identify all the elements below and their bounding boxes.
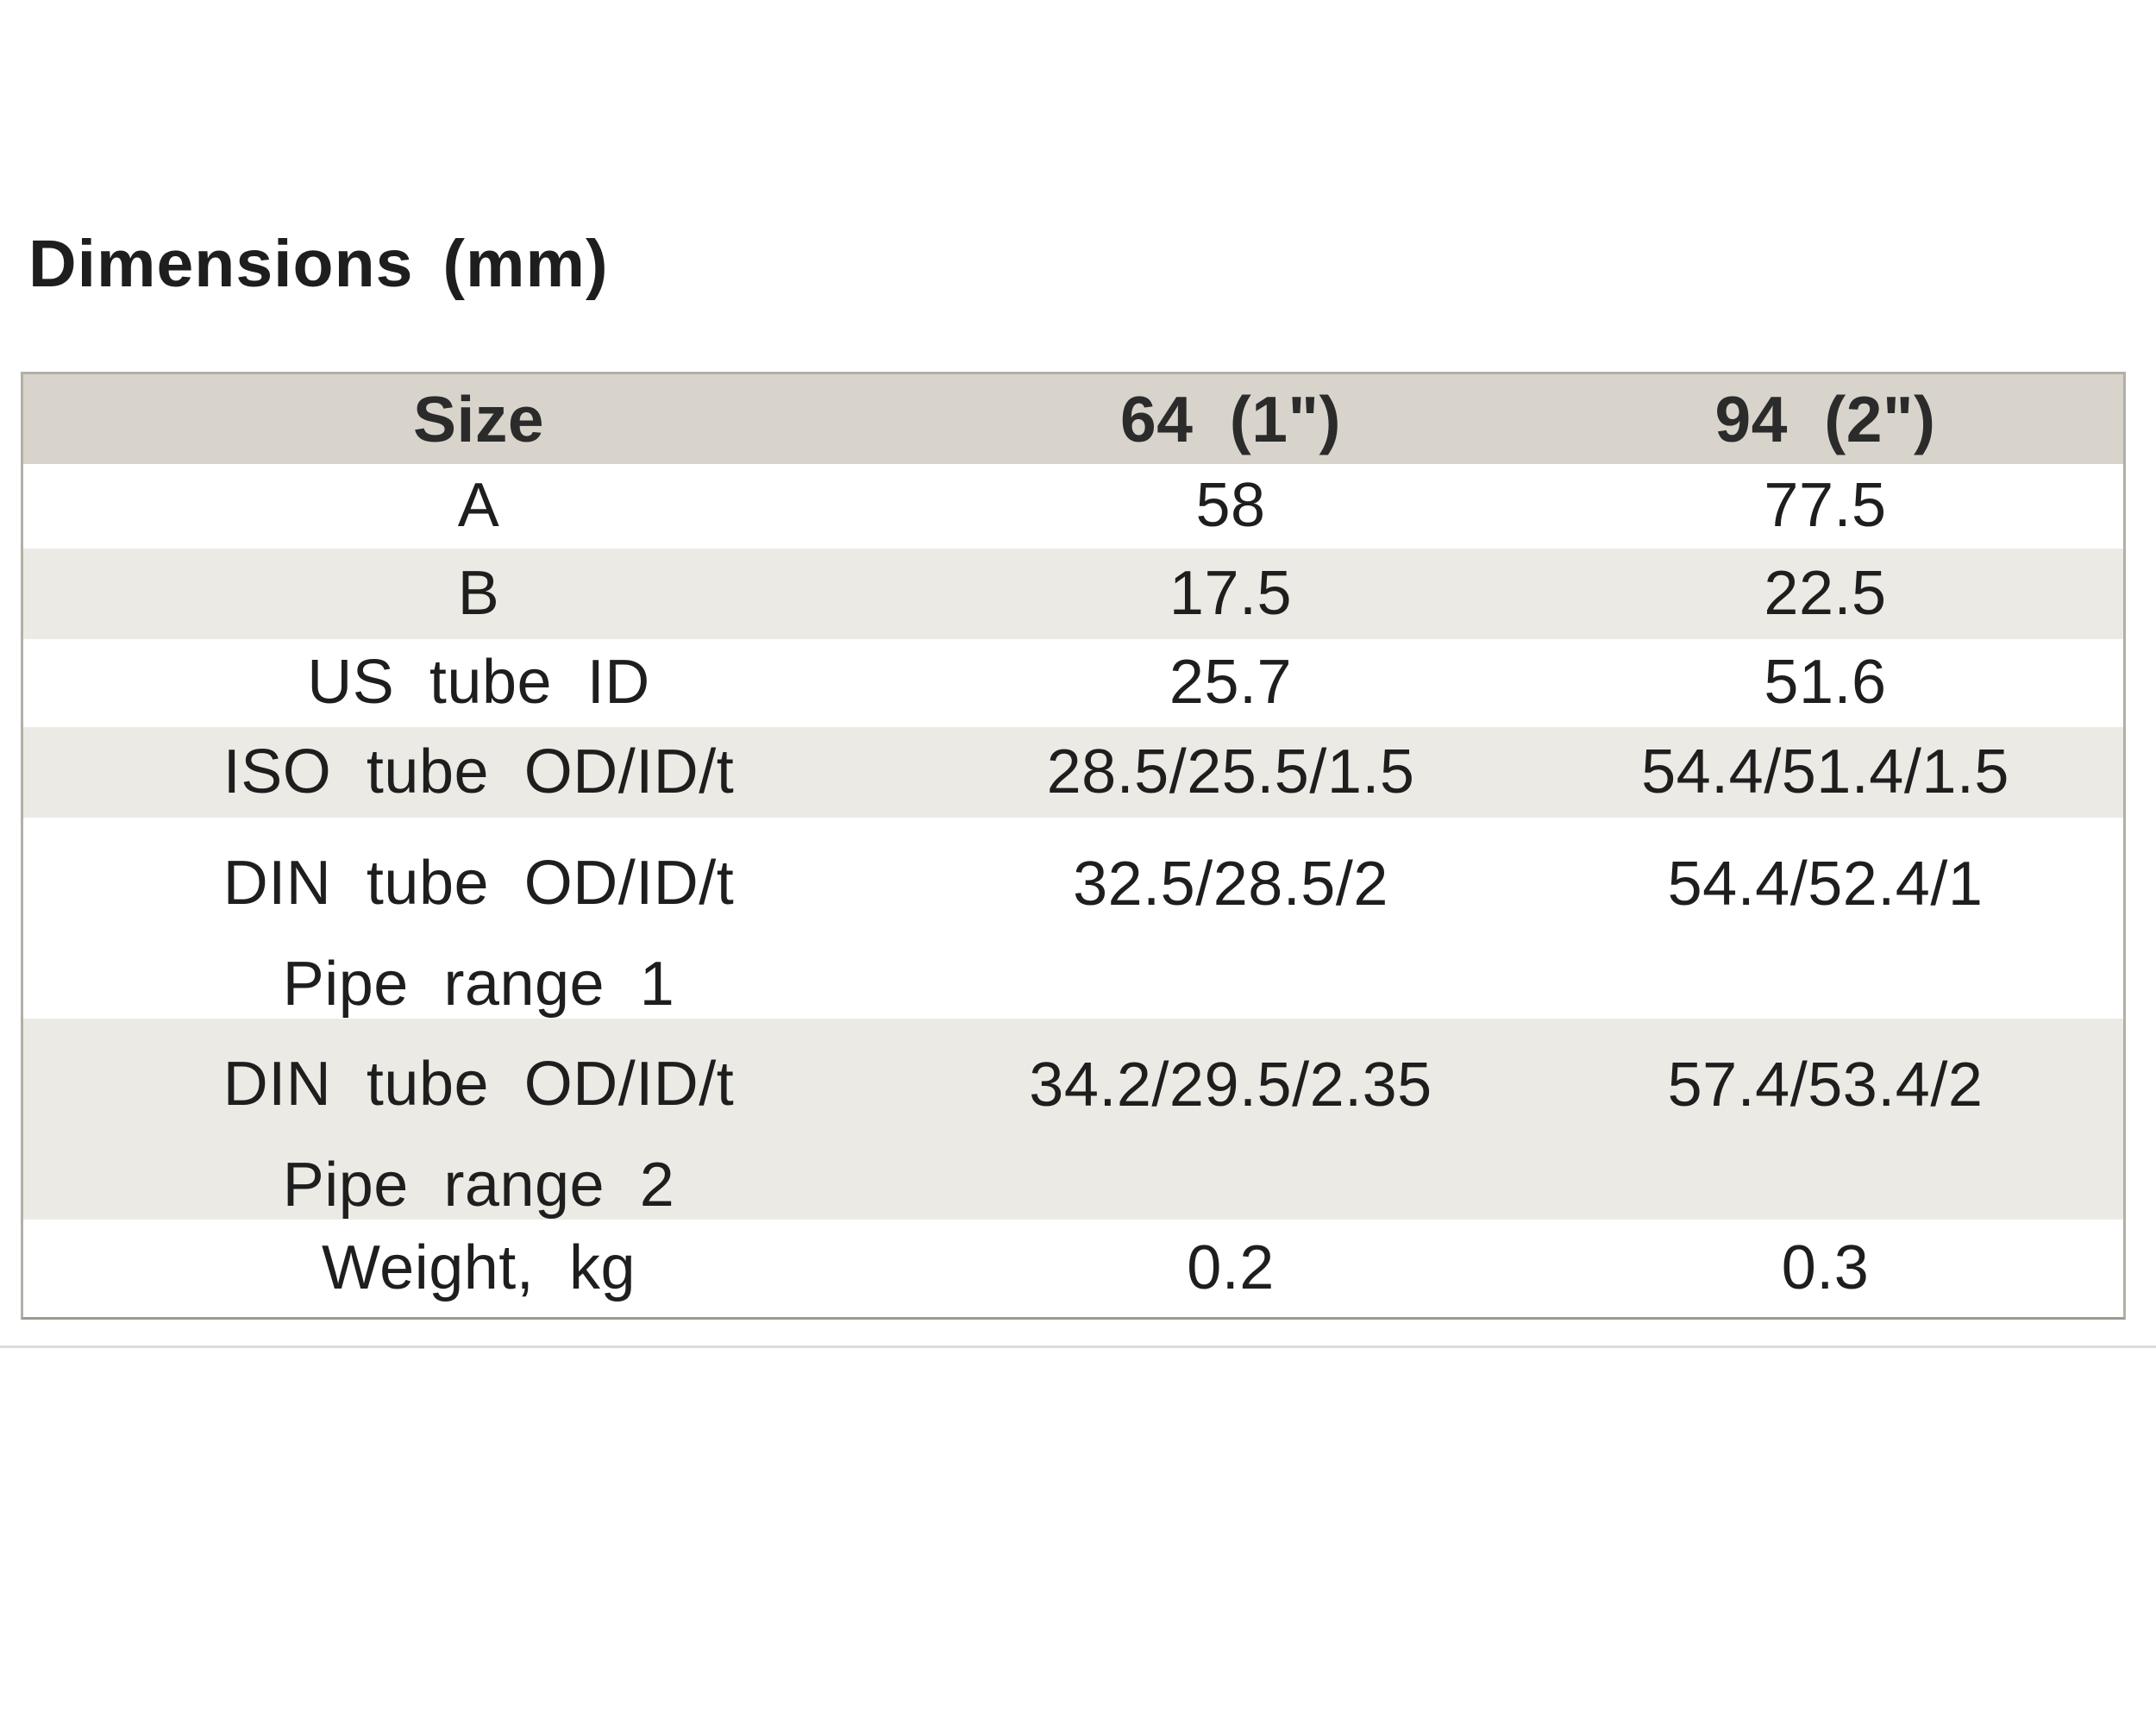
row-label-group: DIN tube OD/ID/t Pipe range 2 [23,1019,934,1220]
row-value-94: 54.4/51.4/1.5 [1641,737,2009,806]
table-row-din-tube-pipe-range-1: DIN tube OD/ID/t Pipe range 1 32.5/28.5/… [23,818,2123,1019]
column-header-size-94: 94 (2") [1714,382,1936,455]
row-value-64: 17.5 [1169,558,1293,628]
row-value-64: 0.2 [1187,1233,1275,1302]
row-label: Weight, kg [322,1233,636,1302]
row-label: US tube ID [307,648,650,718]
row-value-94: 22.5 [1764,558,1887,628]
row-sublabel: Pipe range 2 [282,1150,675,1220]
row-label: DIN tube OD/ID/t [222,1050,735,1120]
row-value-94: 57.4/53.4/2 [1667,1051,1984,1120]
row-sublabel: Pipe range 1 [282,949,675,1019]
row-value-64: 28.5/25.5/1.5 [1046,737,1415,806]
row-value-94: 0.3 [1781,1233,1870,1302]
page-title: Dimensions (mm) [28,227,609,301]
column-header-size-64: 64 (1") [1120,382,1341,455]
row-value-94: 51.6 [1764,648,1887,718]
table-header-row: Size 64 (1") 94 (2") [23,374,2123,464]
row-value-64: 58 [1195,471,1266,541]
row-value-64: 34.2/29.5/2.35 [1029,1051,1432,1120]
table-row-us-tube-id: US tube ID 25.7 51.6 [23,639,2123,727]
table-row-b: B 17.5 22.5 [23,549,2123,639]
row-value-94: 54.4/52.4/1 [1667,850,1984,919]
row-label: B [457,558,500,628]
table-row-weight: Weight, kg 0.2 0.3 [23,1220,2123,1317]
table-row-a: A 58 77.5 [23,464,2123,549]
row-label-group: DIN tube OD/ID/t Pipe range 1 [23,818,934,1019]
row-value-64: 25.7 [1169,648,1293,718]
dimensions-table: Size 64 (1") 94 (2") A 58 77.5 B 17.5 22… [21,372,2126,1320]
row-value-64: 32.5/28.5/2 [1073,850,1388,919]
column-header-size: Size [412,382,545,455]
table-row-din-tube-pipe-range-2: DIN tube OD/ID/t Pipe range 2 34.2/29.5/… [23,1019,2123,1220]
row-label: ISO tube OD/ID/t [222,737,735,806]
row-value-94: 77.5 [1764,471,1887,541]
table-row-iso-tube: ISO tube OD/ID/t 28.5/25.5/1.5 54.4/51.4… [23,727,2123,818]
horizontal-divider [0,1346,2156,1348]
row-label: A [457,471,500,541]
row-label: DIN tube OD/ID/t [222,849,735,919]
